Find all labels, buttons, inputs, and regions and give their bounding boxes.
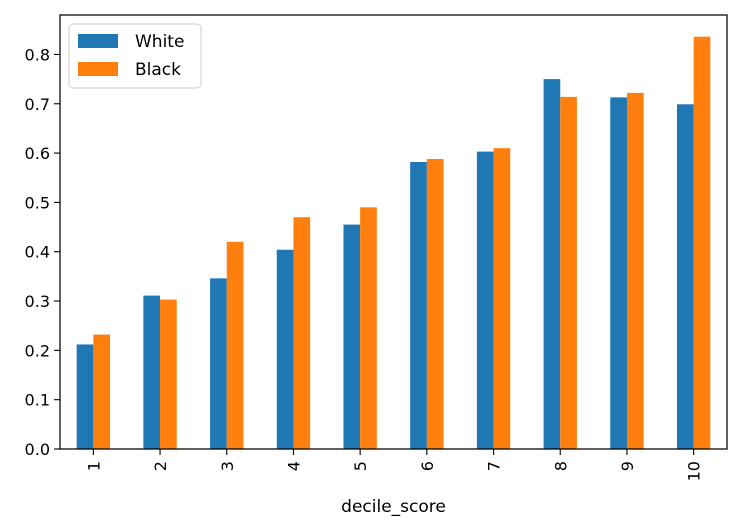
y-tick-label: 0.4 bbox=[25, 243, 50, 262]
bar-black-5 bbox=[360, 207, 377, 449]
bar-white-3 bbox=[210, 278, 227, 449]
bar-white-4 bbox=[276, 249, 294, 449]
x-tick-label: 7 bbox=[485, 461, 504, 471]
x-tick-label: 1 bbox=[84, 461, 103, 471]
x-tick-label: 6 bbox=[418, 461, 437, 471]
y-tick-label: 0.1 bbox=[25, 391, 50, 410]
x-tick-label: 10 bbox=[685, 461, 704, 481]
x-tick-label: 5 bbox=[351, 461, 370, 471]
bar-black-9 bbox=[626, 92, 644, 450]
bars-group bbox=[76, 36, 711, 450]
x-tick-label: 8 bbox=[551, 461, 570, 471]
bar-black-4 bbox=[293, 217, 311, 449]
y-tick-label: 0.7 bbox=[25, 95, 50, 114]
bar-black-7 bbox=[493, 148, 511, 449]
bar-white-7 bbox=[476, 151, 494, 450]
bar-white-9 bbox=[610, 97, 627, 450]
bar-white-6 bbox=[410, 161, 427, 449]
bar-black-10 bbox=[693, 36, 711, 449]
x-tick-label: 2 bbox=[151, 461, 170, 471]
bar-black-1 bbox=[93, 334, 111, 449]
bar-black-2 bbox=[160, 299, 177, 449]
x-axis: 1 2 3 4 5 6 7 8 9 10 bbox=[84, 449, 704, 481]
y-tick-label: 0.8 bbox=[25, 45, 50, 64]
legend-swatch-black bbox=[78, 62, 118, 76]
x-tick-label: 3 bbox=[218, 461, 237, 471]
bar-black-8 bbox=[560, 96, 577, 450]
legend: White Black bbox=[68, 23, 202, 89]
bar-white-5 bbox=[343, 224, 361, 449]
bar-white-1 bbox=[76, 344, 94, 449]
y-tick-label: 0.3 bbox=[25, 292, 50, 311]
legend-swatch-white bbox=[78, 34, 118, 48]
bar-black-3 bbox=[226, 241, 244, 449]
x-tick-label: 4 bbox=[284, 461, 303, 471]
y-tick-label: 0.5 bbox=[25, 193, 50, 212]
plot-frame bbox=[59, 14, 728, 450]
x-tick-label: 9 bbox=[618, 461, 637, 471]
y-tick-label: 0.2 bbox=[25, 341, 50, 360]
x-axis-title: decile_score bbox=[341, 497, 446, 517]
bar-black-6 bbox=[426, 159, 444, 449]
legend-label-white: White bbox=[135, 32, 184, 52]
y-axis: 0.0 0.1 0.2 0.3 0.4 0.5 0.6 0.7 0.8 bbox=[25, 45, 60, 459]
y-tick-label: 0.0 bbox=[25, 440, 50, 459]
bar-white-8 bbox=[543, 79, 561, 450]
bar-white-10 bbox=[676, 104, 694, 450]
bar-white-2 bbox=[143, 295, 161, 449]
legend-label-black: Black bbox=[135, 60, 181, 80]
y-tick-label: 0.6 bbox=[25, 144, 50, 163]
